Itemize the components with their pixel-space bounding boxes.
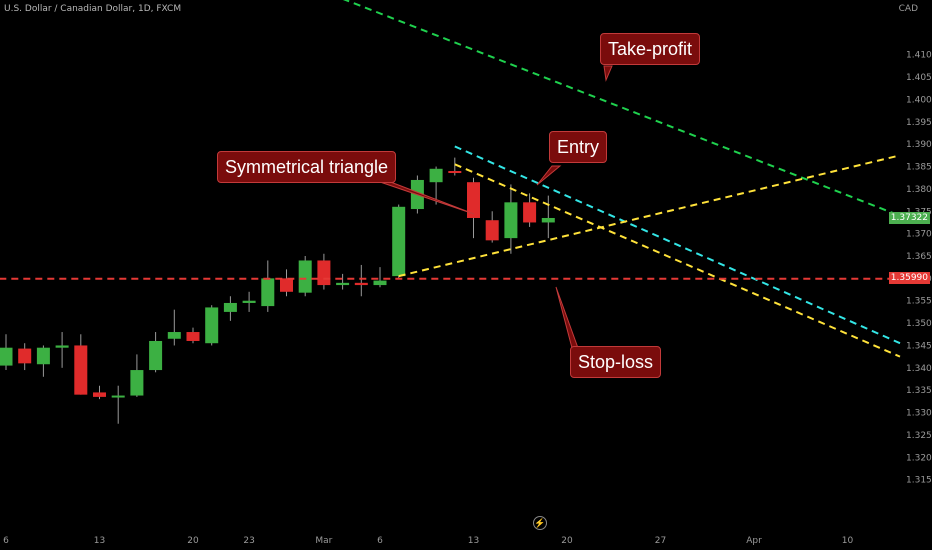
time-tick-label: 10 <box>842 536 854 546</box>
candles-layer <box>0 157 555 424</box>
entry-label[interactable]: Entry <box>549 131 608 163</box>
take-profit-pointer <box>603 65 613 82</box>
candle-body <box>55 345 69 348</box>
triangle-upper-line <box>454 163 901 358</box>
triangle-lower-line <box>398 154 901 278</box>
take-profit-line <box>342 0 901 217</box>
lightning-icon[interactable]: ⚡ <box>533 516 547 530</box>
price-tick-label: 1.36500 <box>906 252 932 262</box>
candle-body <box>336 282 350 286</box>
time-tick-label: 13 <box>94 536 105 546</box>
time-tick-label: 6 <box>3 536 9 546</box>
time-tick-label: 27 <box>655 536 666 546</box>
candle-body <box>18 348 32 364</box>
stop-loss-pointer <box>555 286 579 349</box>
currency-label: CAD <box>898 4 918 14</box>
candle-body <box>0 347 13 366</box>
price-tick-label: 1.37000 <box>906 230 932 240</box>
candle-body <box>317 260 331 286</box>
candle-body <box>167 332 181 339</box>
time-tick-label: 13 <box>468 536 479 546</box>
price-tick-label: 1.41000 <box>906 51 932 61</box>
time-axis: 6 13 20 23 Mar 6 13 20 27 Apr 10 <box>3 536 853 546</box>
channel-line <box>454 145 901 345</box>
time-tick-label: 20 <box>561 536 573 546</box>
price-tick-label: 1.31500 <box>906 476 932 486</box>
price-tick-label: 1.38000 <box>906 185 932 195</box>
candle-body <box>467 182 480 218</box>
symbol-title: U.S. Dollar / Canadian Dollar, 1D, FXCM <box>4 4 182 14</box>
symmetrical-triangle-label[interactable]: Symmetrical triangle <box>217 151 397 183</box>
candle-body <box>485 220 499 241</box>
price-tick-label: 1.33500 <box>906 386 932 396</box>
candle-body <box>373 280 387 286</box>
annotation-pointers <box>373 65 613 349</box>
stop-price-tag: 1.35990 <box>888 271 930 284</box>
candle-body <box>261 278 275 307</box>
price-tick-label: 1.34500 <box>906 341 932 351</box>
candle-body <box>223 302 237 312</box>
price-tick-label: 1.35000 <box>906 319 932 329</box>
candle-body <box>392 206 406 277</box>
candle-body <box>298 260 312 293</box>
candle-body <box>149 340 163 371</box>
price-tick-label: 1.40500 <box>906 73 932 83</box>
time-tick-label: 6 <box>377 536 383 546</box>
entry-pointer <box>536 165 562 186</box>
price-tick-label: 1.33000 <box>906 409 932 419</box>
stop-loss-label[interactable]: Stop-loss <box>570 346 662 378</box>
price-axis: 1.31500 1.32000 1.32500 1.33000 1.33500 1.340… <box>906 51 932 486</box>
time-tick-label: Apr <box>746 536 762 546</box>
candle-body <box>280 278 293 292</box>
trendlines-layer <box>0 0 901 358</box>
price-tick-label: 1.39500 <box>906 118 932 128</box>
last-price-tag: 1.37322 <box>888 212 930 225</box>
price-tick-label: 1.38500 <box>906 163 932 173</box>
time-tick-label: 20 <box>187 536 199 546</box>
candle-body <box>205 307 219 344</box>
candle-body <box>354 282 368 286</box>
take-profit-label[interactable]: Take-profit <box>600 33 701 65</box>
time-tick-label: 23 <box>243 536 254 546</box>
price-tick-label: 1.34000 <box>906 364 932 374</box>
candle-body <box>523 202 537 223</box>
time-tick-label: Mar <box>315 536 332 546</box>
price-tick-label: 1.40000 <box>906 95 932 105</box>
price-tick-label: 1.35500 <box>906 297 932 307</box>
candle-body <box>242 300 256 303</box>
candle-body <box>448 171 462 174</box>
price-tick-label: 1.32500 <box>906 431 932 441</box>
candle-body <box>504 202 518 239</box>
candle-body <box>429 168 443 183</box>
candle-body <box>74 345 88 395</box>
candle-body <box>111 395 125 398</box>
candle-body <box>93 392 106 397</box>
candle-body <box>186 332 200 341</box>
price-tick-label: 1.39000 <box>906 140 932 150</box>
candle-body <box>130 370 144 396</box>
price-tick-label: 1.32000 <box>906 453 932 463</box>
candle-body <box>541 217 555 223</box>
candle-body <box>36 347 50 365</box>
